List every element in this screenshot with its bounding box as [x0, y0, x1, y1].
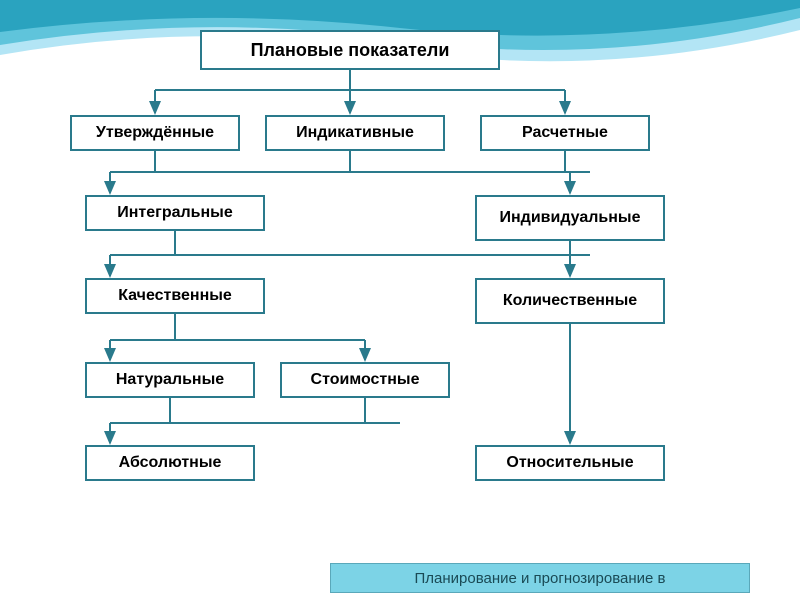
node-label: Относительные — [506, 454, 633, 472]
node-label: Утверждённые — [96, 124, 214, 142]
flowchart-diagram: Плановые показатели Утверждённые Индикат… — [0, 0, 800, 600]
node-label: Натуральные — [116, 371, 224, 389]
node-label: Индикативные — [296, 124, 414, 142]
node-individual: Индивидуальные — [475, 195, 665, 241]
node-label: Интегральные — [117, 204, 232, 222]
node-relative: Относительные — [475, 445, 665, 481]
node-label: Стоимостные — [311, 371, 420, 389]
footer-caption: Планирование и прогнозирование в — [330, 563, 750, 593]
node-qualitative: Качественные — [85, 278, 265, 314]
node-calculated: Расчетные — [480, 115, 650, 151]
node-indicative: Индикативные — [265, 115, 445, 151]
node-label: Плановые показатели — [251, 40, 450, 61]
node-label: Индивидуальные — [500, 209, 641, 227]
node-label: Качественные — [118, 287, 232, 305]
node-absolute: Абсолютные — [85, 445, 255, 481]
node-label: Количественные — [503, 292, 637, 310]
node-cost: Стоимостные — [280, 362, 450, 398]
node-approved: Утверждённые — [70, 115, 240, 151]
node-natural: Натуральные — [85, 362, 255, 398]
node-integral: Интегральные — [85, 195, 265, 231]
node-quantitative: Количественные — [475, 278, 665, 324]
node-root: Плановые показатели — [200, 30, 500, 70]
node-label: Абсолютные — [119, 454, 222, 472]
footer-label: Планирование и прогнозирование в — [414, 570, 665, 587]
node-label: Расчетные — [522, 124, 608, 142]
